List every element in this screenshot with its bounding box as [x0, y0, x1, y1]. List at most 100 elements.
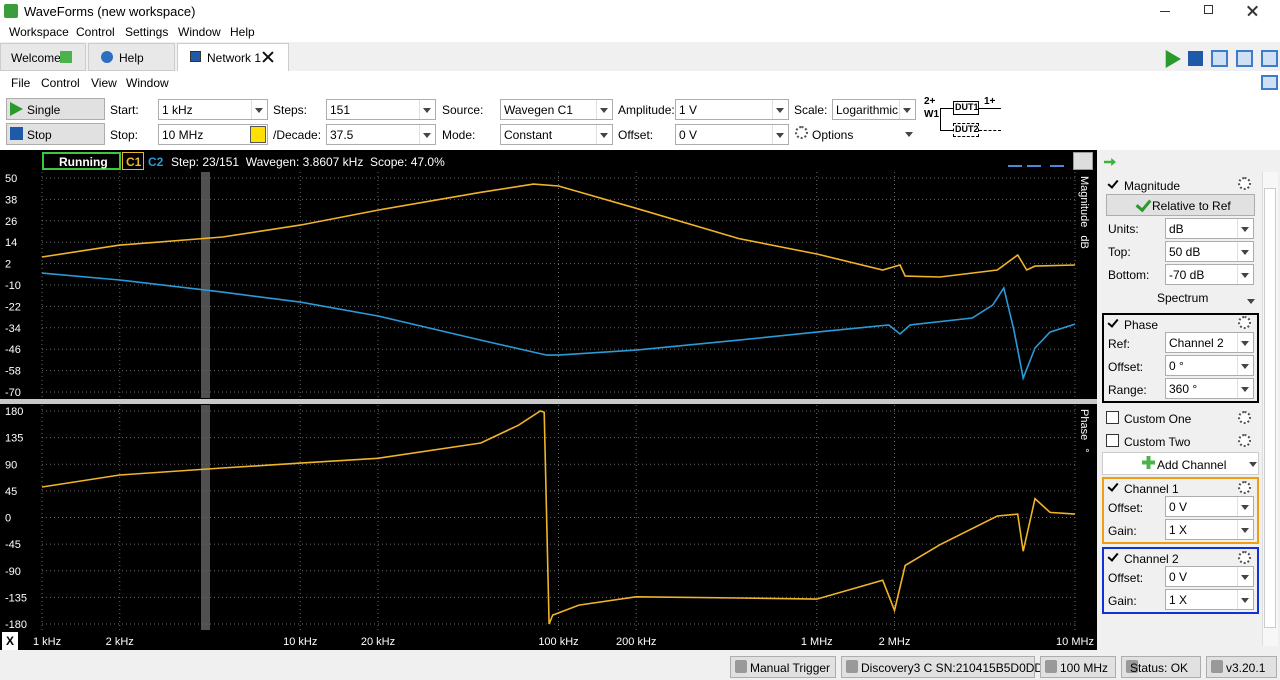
menu-item[interactable]: File: [11, 76, 31, 90]
section-title[interactable]: Channel 2: [1124, 552, 1179, 566]
tab-label[interactable]: Network 1: [207, 51, 262, 65]
dropdown-button[interactable]: [419, 100, 435, 119]
stop-field-box[interactable]: [158, 124, 268, 145]
options-button[interactable]: Options: [812, 128, 854, 142]
section-title[interactable]: Channel 1: [1124, 482, 1179, 496]
amplitude-field-box[interactable]: [675, 99, 789, 120]
dropdown-button[interactable]: [419, 125, 435, 144]
status-label[interactable]: 100 MHz: [1060, 661, 1109, 675]
status-button[interactable]: [841, 656, 1035, 678]
dropdown-button[interactable]: [1237, 242, 1253, 261]
menu-item[interactable]: Workspace: [9, 25, 69, 39]
tab-label[interactable]: Help: [119, 51, 144, 65]
stop-icon[interactable]: [1188, 51, 1203, 66]
stop-button[interactable]: [6, 123, 105, 145]
dropdown-button[interactable]: [772, 125, 788, 144]
status-button[interactable]: [1206, 656, 1277, 678]
settings-icon[interactable]: [1238, 551, 1251, 564]
button-label[interactable]: Add Channel: [1157, 458, 1227, 472]
gain-field-box[interactable]: [1165, 589, 1254, 610]
top-field-box[interactable]: [1165, 241, 1254, 262]
status-label[interactable]: Status: OK: [1130, 661, 1189, 675]
units-field-box[interactable]: [1165, 218, 1254, 239]
menu-item[interactable]: Settings: [125, 25, 169, 39]
relative-button[interactable]: [1106, 194, 1255, 216]
menu-item[interactable]: Help: [230, 25, 255, 39]
minimize[interactable]: [1160, 11, 1170, 12]
offset-field-box[interactable]: [675, 124, 789, 145]
status-button[interactable]: [1040, 656, 1116, 678]
add-channel-button[interactable]: [1102, 452, 1259, 475]
plot-tool[interactable]: [1008, 153, 1022, 167]
status-label[interactable]: Manual Trigger: [750, 661, 831, 675]
menu-item[interactable]: View: [91, 76, 117, 90]
y-tick-label: -180: [5, 619, 27, 631]
channel-offset-field-box[interactable]: [1165, 566, 1254, 587]
channel-offset-field-box[interactable]: [1165, 496, 1254, 517]
checkbox[interactable]: [1106, 411, 1119, 424]
dropdown-button[interactable]: [1237, 333, 1253, 352]
button-label[interactable]: Single: [27, 103, 61, 117]
dropdown-button[interactable]: [596, 100, 612, 119]
dropdown-button[interactable]: [1237, 219, 1253, 238]
dropdown-button[interactable]: [772, 100, 788, 119]
settings-icon[interactable]: [1238, 411, 1251, 424]
checkbox[interactable]: [1106, 434, 1119, 447]
panel-arrow[interactable]: [1104, 158, 1116, 166]
section-title[interactable]: Custom Two: [1124, 435, 1191, 449]
status-label[interactable]: v3.20.1: [1226, 661, 1266, 675]
settings-icon[interactable]: [1238, 316, 1251, 329]
menu-item[interactable]: Control: [41, 76, 80, 90]
dropdown-button[interactable]: [1237, 497, 1253, 516]
phase-offset-field-box[interactable]: [1165, 355, 1254, 376]
plot-settings[interactable]: [1073, 152, 1093, 170]
section-title[interactable]: Phase: [1124, 318, 1159, 332]
steps-field-box[interactable]: [326, 99, 436, 120]
menu-item[interactable]: Control: [76, 25, 115, 39]
dropdown-button[interactable]: [1237, 520, 1253, 539]
window-icon[interactable]: [1211, 50, 1228, 67]
ref-field-box[interactable]: [1165, 332, 1254, 353]
status-icon: [846, 660, 858, 673]
menu-item[interactable]: Window: [126, 76, 169, 90]
dropdown-button[interactable]: [251, 100, 267, 119]
range-field-box[interactable]: [1165, 378, 1254, 399]
window-icon[interactable]: [1261, 75, 1278, 90]
plot-tool[interactable]: [1050, 153, 1064, 167]
plot-splitter: [0, 399, 1097, 404]
dropdown-button[interactable]: [1237, 590, 1253, 609]
single-button[interactable]: [6, 98, 105, 120]
dropdown-button[interactable]: [1237, 356, 1253, 375]
button-label[interactable]: Relative to Ref: [1152, 199, 1231, 213]
start-field-box[interactable]: [158, 99, 268, 120]
source-field-box[interactable]: [500, 99, 613, 120]
button-label[interactable]: Stop: [27, 128, 52, 142]
settings-icon[interactable]: [1238, 177, 1251, 190]
section-title[interactable]: Custom One: [1124, 412, 1192, 426]
menu-item[interactable]: Window: [178, 25, 221, 39]
section-title[interactable]: Magnitude: [1124, 179, 1181, 193]
status-button[interactable]: [730, 656, 836, 678]
settings-icon[interactable]: [1238, 481, 1251, 494]
dropdown-button[interactable]: [899, 100, 915, 119]
scale-field-box[interactable]: [832, 99, 916, 120]
tab-label[interactable]: Welcome: [11, 51, 61, 65]
settings-icon[interactable]: [1238, 434, 1251, 447]
window-icon[interactable]: [1261, 50, 1278, 67]
plot-tool[interactable]: [1027, 153, 1041, 167]
window-icon[interactable]: [1236, 50, 1253, 67]
mode-field-box[interactable]: [500, 124, 613, 145]
status-label[interactable]: Discovery3 C SN:210415B5D0DD: [861, 661, 1044, 675]
status-button[interactable]: [1121, 656, 1201, 678]
bottom-field-box[interactable]: [1165, 264, 1254, 285]
dropdown-button[interactable]: [1237, 567, 1253, 586]
maximize[interactable]: [1204, 5, 1213, 14]
x-axis-button[interactable]: X: [6, 634, 15, 648]
settings-icon[interactable]: [795, 126, 808, 139]
dropdown-button[interactable]: [1237, 265, 1253, 284]
spectrum-button[interactable]: Spectrum: [1157, 291, 1209, 305]
decade-field-box[interactable]: [326, 124, 436, 145]
gain-field-box[interactable]: [1165, 519, 1254, 540]
dropdown-button[interactable]: [1237, 379, 1253, 398]
dropdown-button[interactable]: [596, 125, 612, 144]
